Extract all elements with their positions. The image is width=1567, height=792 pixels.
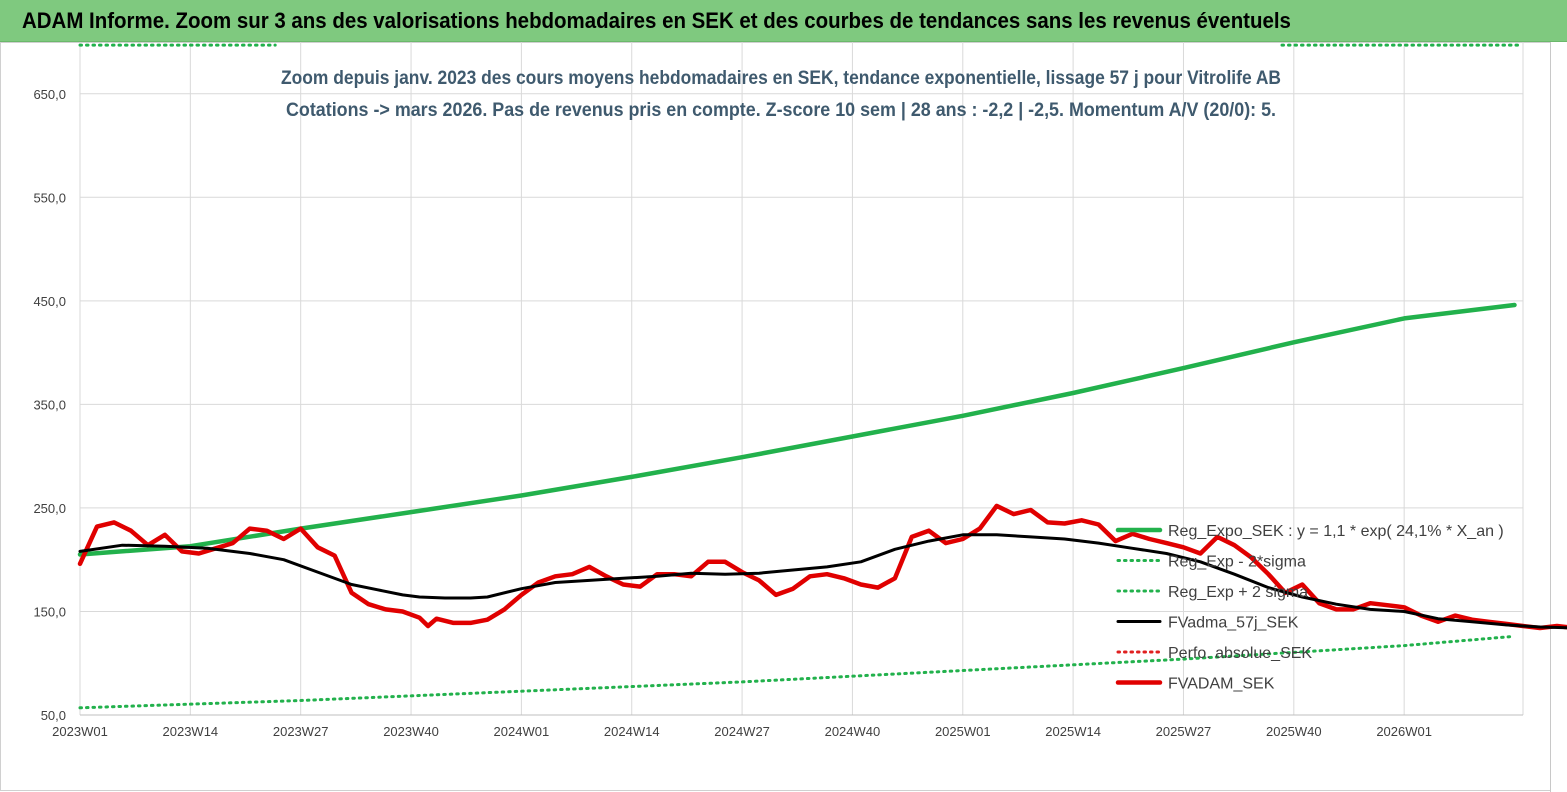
y-tick-label: 650,0	[33, 87, 66, 102]
chart-subtitle: Cotations -> mars 2026. Pas de revenus p…	[286, 100, 1276, 121]
legend-label: Reg_Exp + 2 sigma	[1168, 584, 1308, 601]
legend-label: FVADAM_SEK	[1168, 676, 1275, 693]
grid-lines	[79, 42, 1524, 716]
x-tick-label: 2024W01	[494, 724, 550, 739]
chart-area: 50,0 150,0 250,0 350,0 450,0 550,0 650,0 2023W0…	[33, 42, 1567, 739]
x-tick-label: 2024W27	[714, 724, 770, 739]
x-tick-label: 2023W40	[383, 724, 439, 739]
x-tick-label: 2025W27	[1156, 724, 1212, 739]
y-tick-label: 550,0	[33, 190, 66, 205]
report-title: ADAM Informe. Zoom sur 3 ans des valoris…	[22, 8, 1291, 33]
x-tick-label: 2023W14	[163, 724, 219, 739]
y-tick-label: 50,0	[41, 708, 66, 723]
series-line-1	[78, 634, 1516, 710]
x-tick-label: 2023W27	[273, 724, 329, 739]
x-tick-label: 2024W14	[604, 724, 660, 739]
x-tick-label: 2024W40	[825, 724, 881, 739]
series-line-5	[77, 503, 1567, 631]
x-tick-label: 2023W01	[52, 724, 108, 739]
x-tick-label: 2026W01	[1376, 724, 1432, 739]
x-tick-label: 2025W01	[935, 724, 991, 739]
series-line-3	[78, 533, 1567, 630]
y-tick-label: 150,0	[33, 604, 66, 619]
y-tick-label: 350,0	[33, 397, 66, 412]
axes: 50,0 150,0 250,0 350,0 450,0 550,0 650,0 2023W0…	[33, 87, 1523, 739]
series-layer	[77, 43, 1567, 710]
right-scroll-strip	[1550, 42, 1567, 792]
legend: Reg_Expo_SEK : y = 1,1 * exp( 24,1% * X_…	[1115, 523, 1504, 693]
header-banner: ADAM Informe. Zoom sur 3 ans des valoris…	[0, 0, 1567, 42]
legend-label: FVadma_57j_SEK	[1168, 615, 1299, 632]
series-line-0	[77, 302, 1517, 557]
chart-title: Zoom depuis janv. 2023 des cours moyens …	[281, 68, 1281, 89]
legend-label: Reg_Exp - 2*sigma	[1168, 554, 1306, 571]
y-tick-label: 250,0	[33, 501, 66, 516]
legend-label: Perfo. absolue_SEK	[1168, 645, 1312, 662]
y-tick-label: 450,0	[33, 294, 66, 309]
legend-label: Reg_Expo_SEK : y = 1,1 * exp( 24,1% * X_…	[1168, 523, 1504, 540]
x-tick-label: 2025W40	[1266, 724, 1322, 739]
x-tick-label: 2025W14	[1045, 724, 1101, 739]
